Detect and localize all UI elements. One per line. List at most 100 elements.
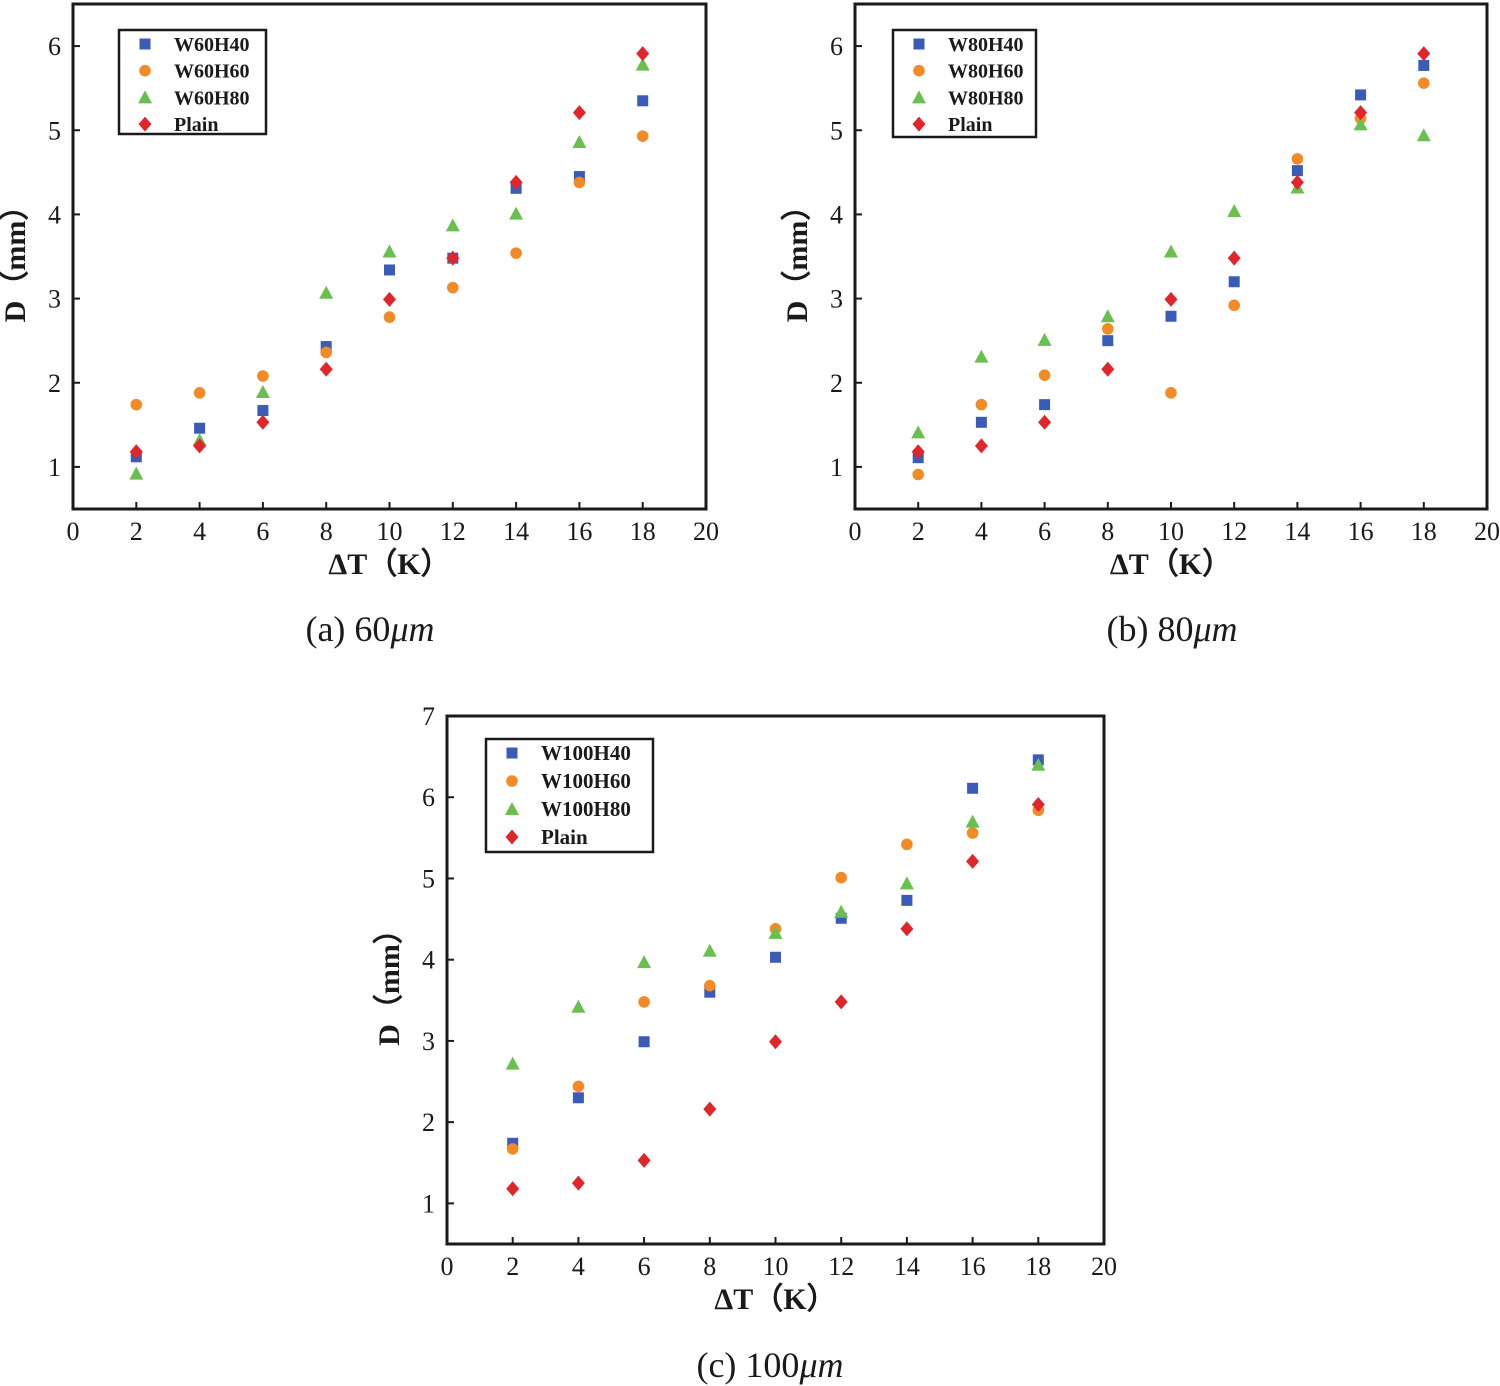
data-point-plain <box>446 250 460 266</box>
data-point-w60h40 <box>637 95 649 107</box>
data-point-w100h40 <box>835 912 847 924</box>
x-tick-label: 4 <box>572 1252 585 1281</box>
data-point-plain <box>1227 250 1241 266</box>
data-point-plain <box>974 438 988 454</box>
legend-label: W80H80 <box>948 87 1024 109</box>
data-point-plain <box>1164 291 1178 307</box>
panel-caption: (a) 60μm <box>305 609 434 649</box>
data-point-w80h60 <box>975 398 988 411</box>
legend-marker-w100h80 <box>505 802 519 815</box>
data-point-w80h40 <box>1165 310 1177 322</box>
x-tick-label: 10 <box>1158 517 1184 546</box>
y-axis-label: D（mm） <box>780 191 814 323</box>
y-tick-label: 5 <box>48 116 61 145</box>
data-point-w100h40 <box>572 1092 584 1104</box>
x-tick-label: 14 <box>503 517 529 546</box>
legend-marker-w80h40 <box>913 38 925 50</box>
data-point-plain <box>572 105 586 121</box>
x-tick-label: 12 <box>1221 517 1247 546</box>
x-tick-label: 20 <box>693 517 719 546</box>
x-tick-label: 20 <box>1474 517 1500 546</box>
data-point-w60h60 <box>257 370 269 382</box>
data-point-plain <box>193 438 207 454</box>
x-tick-label: 14 <box>1284 517 1310 546</box>
data-point-w100h40 <box>704 986 716 998</box>
y-tick-label: 3 <box>422 1027 435 1056</box>
data-point-w100h80 <box>899 876 914 890</box>
x-tick-label: 4 <box>975 517 988 546</box>
y-tick-label: 6 <box>830 32 843 61</box>
data-point-w80h60 <box>1291 153 1304 165</box>
y-tick-label: 1 <box>830 453 843 482</box>
data-point-plain <box>1354 105 1368 121</box>
legend-marker-w60h40 <box>139 38 151 50</box>
data-point-w100h40 <box>967 782 979 794</box>
data-point-w60h80 <box>255 385 270 399</box>
x-axis-label: ΔT（K） <box>714 1282 836 1316</box>
data-point-w60h60 <box>510 247 522 259</box>
x-tick-label: 2 <box>506 1252 519 1281</box>
x-tick-label: 16 <box>1348 517 1374 546</box>
data-point-w80h40 <box>1039 399 1051 411</box>
data-point-w80h60 <box>912 468 924 481</box>
y-tick-label: 4 <box>422 946 435 975</box>
data-point-w60h80 <box>382 244 397 258</box>
data-point-plain <box>509 174 523 190</box>
data-point-w100h80 <box>834 904 849 918</box>
data-point-w100h60 <box>901 838 913 851</box>
data-point-w60h80 <box>319 285 334 299</box>
legend-label: W80H40 <box>948 34 1024 56</box>
data-point-w60h80 <box>635 57 650 71</box>
y-tick-label: 6 <box>48 32 61 61</box>
data-point-w60h40 <box>194 422 206 434</box>
legend-marker-w100h40 <box>506 747 518 759</box>
x-tick-label: 8 <box>1101 517 1114 546</box>
data-point-plain <box>636 46 650 62</box>
legend-marker-w80h80 <box>912 90 926 104</box>
legend-label: W60H60 <box>174 61 250 83</box>
data-point-w100h60 <box>506 1143 519 1155</box>
x-tick-label: 18 <box>1025 1252 1051 1281</box>
y-tick-label: 3 <box>830 285 843 314</box>
data-point-plain <box>256 414 270 430</box>
data-point-w100h40 <box>770 951 781 963</box>
data-point-plain <box>769 1034 782 1050</box>
data-point-w80h80 <box>1037 332 1052 346</box>
legend: W60H40 W60H60 W60H80 Plain <box>117 28 268 136</box>
data-point-w100h40 <box>901 894 913 906</box>
x-tick-label: 6 <box>1038 517 1051 546</box>
legend-marker-w80h60 <box>913 64 925 77</box>
data-point-w80h60 <box>1165 387 1177 399</box>
x-tick-label: 2 <box>912 517 925 546</box>
y-tick-label: 5 <box>830 116 843 145</box>
data-point-plain <box>129 444 143 460</box>
y-tick-label: 7 <box>422 702 435 731</box>
data-point-w80h80 <box>1416 128 1431 142</box>
x-tick-label: 12 <box>828 1252 854 1281</box>
data-point-plain <box>319 361 333 377</box>
data-point-w80h80 <box>974 349 989 363</box>
y-tick-label: 2 <box>830 369 843 398</box>
legend-label: W100H80 <box>541 797 631 821</box>
data-point-w60h40 <box>573 171 585 183</box>
data-point-w60h40 <box>257 405 269 417</box>
y-tick-label: 2 <box>48 369 61 398</box>
legend-marker-w60h80 <box>138 90 152 104</box>
data-point-w60h80 <box>509 206 524 220</box>
data-point-w80h40 <box>1228 276 1240 288</box>
data-point-w80h80 <box>1164 244 1178 258</box>
data-point-plain <box>1031 797 1045 813</box>
legend-label: W60H40 <box>174 34 250 56</box>
data-point-w100h80 <box>702 943 717 957</box>
data-point-plain <box>637 1152 651 1168</box>
data-point-w80h40 <box>1418 59 1430 71</box>
data-point-w60h60 <box>447 281 459 294</box>
data-point-w60h60 <box>193 387 206 399</box>
panel-caption-unit: μm <box>1192 609 1237 649</box>
data-point-w60h80 <box>572 135 587 149</box>
y-tick-label: 4 <box>830 200 843 229</box>
data-point-w60h60 <box>320 346 333 359</box>
x-tick-label: 20 <box>1091 1252 1117 1281</box>
